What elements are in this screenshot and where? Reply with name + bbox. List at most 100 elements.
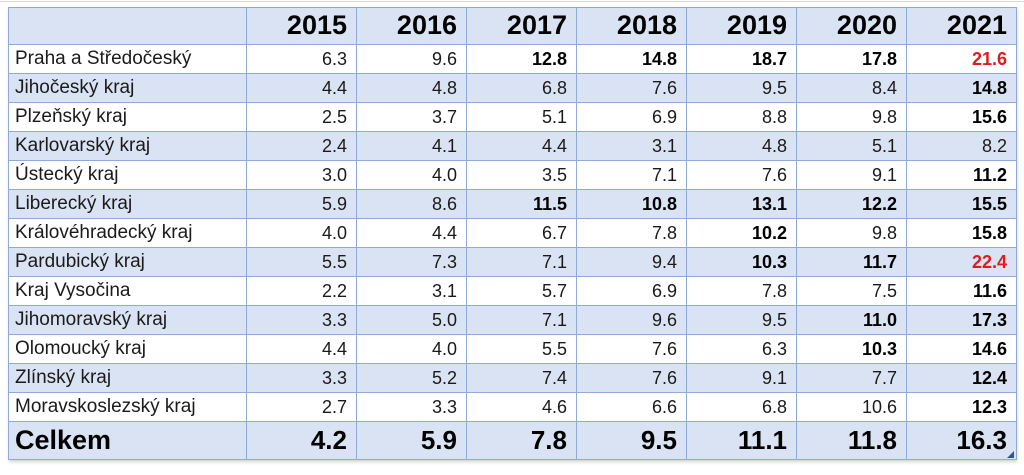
value-cell[interactable]: 5.9 [356,421,467,460]
value-cell[interactable]: 6.3 [686,334,797,364]
value-cell[interactable]: 3.1 [356,276,467,306]
value-cell[interactable]: 12.3 [906,392,1017,422]
value-cell[interactable]: 10.8 [576,189,687,219]
table-resize-handle-icon[interactable] [1007,451,1014,458]
value-cell[interactable]: 8.4 [796,73,907,103]
value-cell[interactable]: 6.6 [576,392,687,422]
value-cell[interactable]: 11.1 [686,421,797,460]
value-cell[interactable]: 7.8 [466,421,577,460]
value-cell[interactable]: 7.1 [466,247,577,277]
value-cell[interactable]: 5.7 [466,276,577,306]
value-cell[interactable]: 14.8 [906,73,1017,103]
value-cell[interactable]: 3.5 [466,160,577,190]
value-cell[interactable]: 9.5 [686,73,797,103]
region-label[interactable]: Ústecký kraj [8,160,247,190]
value-cell[interactable]: 11.6 [906,276,1017,306]
value-cell[interactable]: 3.0 [246,160,357,190]
value-cell[interactable]: 9.1 [796,160,907,190]
value-cell[interactable]: 11.0 [796,305,907,335]
value-cell[interactable]: 5.5 [466,334,577,364]
region-label[interactable]: Olomoucký kraj [8,334,247,364]
region-label[interactable]: Jihočeský kraj [8,73,247,103]
region-label[interactable]: Kraj Vysočina [8,276,247,306]
value-cell[interactable]: 10.3 [686,247,797,277]
value-cell[interactable]: 6.7 [466,218,577,248]
value-cell[interactable]: 7.1 [576,160,687,190]
value-cell[interactable]: 12.8 [466,44,577,74]
value-cell[interactable]: 7.6 [576,73,687,103]
region-label[interactable]: Moravskoslezský kraj [8,392,247,422]
value-cell[interactable]: 9.6 [356,44,467,74]
year-header[interactable]: 2020 [796,7,907,45]
value-cell[interactable]: 9.8 [796,218,907,248]
value-cell[interactable]: 10.3 [796,334,907,364]
value-cell[interactable]: 9.6 [576,305,687,335]
value-cell[interactable]: 13.1 [686,189,797,219]
year-header[interactable]: 2019 [686,7,797,45]
value-cell[interactable]: 15.8 [906,218,1017,248]
value-cell[interactable]: 11.2 [906,160,1017,190]
value-cell[interactable]: 10.6 [796,392,907,422]
region-label[interactable]: Zlínský kraj [8,363,247,393]
region-label[interactable]: Karlovarský kraj [8,131,247,161]
year-header[interactable]: 2018 [576,7,687,45]
value-cell[interactable]: 17.3 [906,305,1017,335]
corner-cell[interactable] [8,7,247,45]
value-cell[interactable]: 4.2 [246,421,357,460]
value-cell[interactable]: 6.3 [246,44,357,74]
value-cell[interactable]: 2.5 [246,102,357,132]
year-header[interactable]: 2017 [466,7,577,45]
value-cell[interactable]: 4.1 [356,131,467,161]
value-cell[interactable]: 4.4 [466,131,577,161]
region-label[interactable]: Královéhradecký kraj [8,218,247,248]
value-cell[interactable]: 4.6 [466,392,577,422]
region-label[interactable]: Liberecký kraj [8,189,247,219]
value-cell[interactable]: 10.2 [686,218,797,248]
year-header[interactable]: 2021 [906,7,1017,45]
value-cell[interactable]: 17.8 [796,44,907,74]
value-cell[interactable]: 3.3 [246,363,357,393]
value-cell[interactable]: 8.6 [356,189,467,219]
value-cell[interactable]: 7.3 [356,247,467,277]
value-cell[interactable]: 15.5 [906,189,1017,219]
value-cell[interactable]: 6.9 [576,276,687,306]
value-cell[interactable]: 7.5 [796,276,907,306]
value-cell[interactable]: 16.3 [906,421,1017,460]
value-cell[interactable]: 3.7 [356,102,467,132]
value-cell[interactable]: 2.2 [246,276,357,306]
value-cell[interactable]: 22.4 [906,247,1017,277]
value-cell[interactable]: 4.4 [246,334,357,364]
value-cell[interactable]: 4.8 [356,73,467,103]
value-cell[interactable]: 8.2 [906,131,1017,161]
value-cell[interactable]: 4.0 [356,334,467,364]
value-cell[interactable]: 6.9 [576,102,687,132]
value-cell[interactable]: 2.7 [246,392,357,422]
value-cell[interactable]: 2.4 [246,131,357,161]
value-cell[interactable]: 9.1 [686,363,797,393]
value-cell[interactable]: 3.3 [356,392,467,422]
value-cell[interactable]: 5.1 [796,131,907,161]
value-cell[interactable]: 4.0 [356,160,467,190]
value-cell[interactable]: 5.5 [246,247,357,277]
value-cell[interactable]: 9.8 [796,102,907,132]
value-cell[interactable]: 5.1 [466,102,577,132]
value-cell[interactable]: 7.6 [686,160,797,190]
value-cell[interactable]: 3.1 [576,131,687,161]
value-cell[interactable]: 9.4 [576,247,687,277]
value-cell[interactable]: 18.7 [686,44,797,74]
value-cell[interactable]: 5.0 [356,305,467,335]
value-cell[interactable]: 7.1 [466,305,577,335]
value-cell[interactable]: 4.8 [686,131,797,161]
value-cell[interactable]: 6.8 [686,392,797,422]
total-label[interactable]: Celkem [8,421,247,460]
value-cell[interactable]: 15.6 [906,102,1017,132]
year-header[interactable]: 2016 [356,7,467,45]
value-cell[interactable]: 7.6 [576,334,687,364]
value-cell[interactable]: 7.7 [796,363,907,393]
value-cell[interactable]: 5.9 [246,189,357,219]
value-cell[interactable]: 11.7 [796,247,907,277]
value-cell[interactable]: 4.4 [246,73,357,103]
value-cell[interactable]: 9.5 [686,305,797,335]
region-label[interactable]: Plzeňský kraj [8,102,247,132]
value-cell[interactable]: 7.8 [576,218,687,248]
